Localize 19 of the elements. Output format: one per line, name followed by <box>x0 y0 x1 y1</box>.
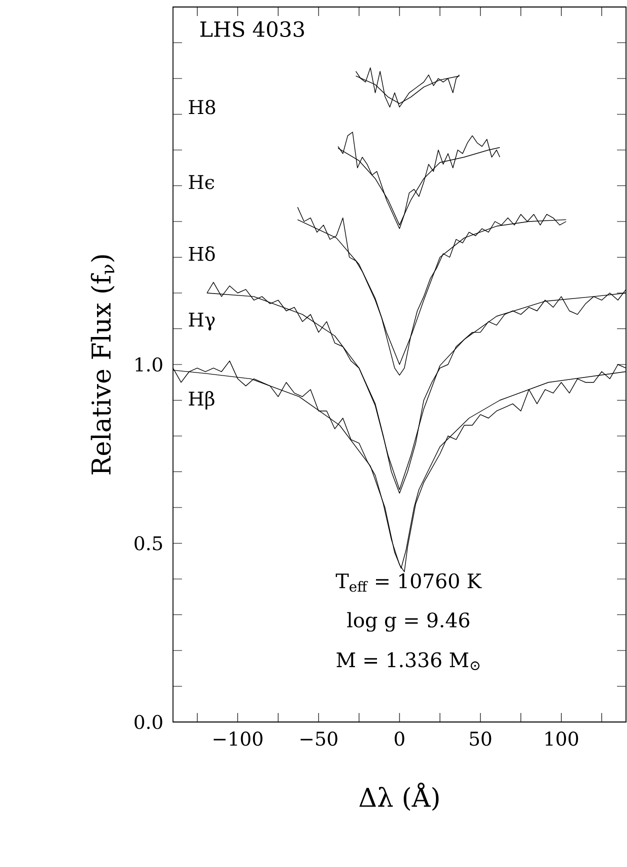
x-tick-label: 50 <box>470 732 492 746</box>
y-tick-label: 0.0 <box>134 714 162 730</box>
x-tick-label: 0 <box>394 732 404 746</box>
annotation: Hγ <box>188 312 215 330</box>
annotation: M = 1.336 M$_{⊙}$ <box>336 652 480 670</box>
y-tick-label: 1.0 <box>136 357 162 372</box>
y-axis-title: Relative Flux (f$_{ν}$) <box>90 255 115 474</box>
x-tick-label: −50 <box>300 732 338 746</box>
annotation: log g = 9.46 <box>347 612 470 632</box>
x-axis-title: Δλ (Å) <box>359 782 439 811</box>
x-tick-label: −100 <box>214 732 262 746</box>
annotation: Hβ <box>188 391 214 410</box>
annotation: Hδ <box>188 246 215 262</box>
annotation: T$_{eff}$ = 10760 K <box>336 573 482 592</box>
y-tick-label: 0.5 <box>134 536 162 550</box>
text: LHS 4033 <box>200 21 304 38</box>
annotation: Hϵ <box>188 175 214 190</box>
x-tick-label: 100 <box>546 732 578 746</box>
annotation: H8 <box>188 100 216 114</box>
